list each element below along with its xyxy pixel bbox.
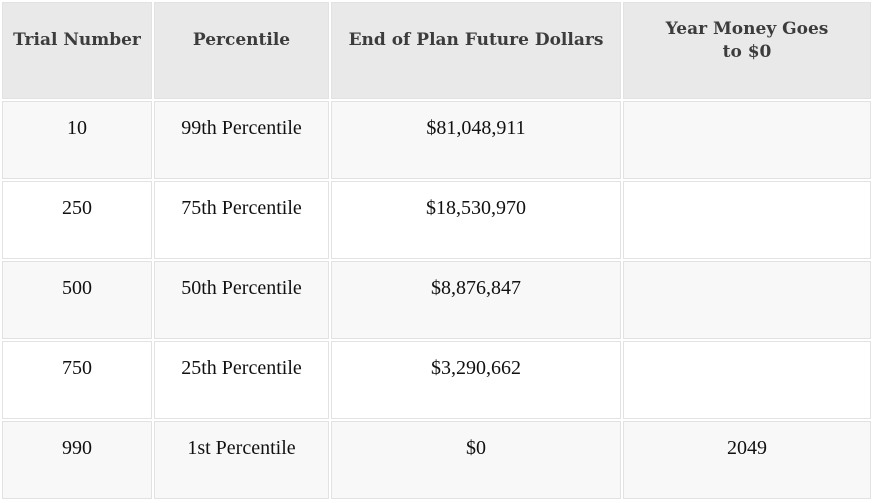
percentile-cell: 1st Percentile	[154, 421, 329, 499]
header-row: Trial Number Percentile End of Plan Futu…	[2, 2, 871, 99]
table-row: 250 75th Percentile $18,530,970	[2, 181, 871, 259]
percentile-cell: 75th Percentile	[154, 181, 329, 259]
column-header-trial-number: Trial Number	[2, 2, 152, 99]
year-zero-cell	[623, 101, 871, 179]
year-zero-cell	[623, 341, 871, 419]
table-row: 750 25th Percentile $3,290,662	[2, 341, 871, 419]
percentile-cell: 25th Percentile	[154, 341, 329, 419]
future-dollars-cell: $0	[331, 421, 621, 499]
column-header-end-of-plan-future-dollars: End of Plan Future Dollars	[331, 2, 621, 99]
year-zero-cell	[623, 261, 871, 339]
trial-number-cell: 500	[2, 261, 152, 339]
future-dollars-cell: $8,876,847	[331, 261, 621, 339]
table-row: 990 1st Percentile $0 2049	[2, 421, 871, 499]
table-row: 500 50th Percentile $8,876,847	[2, 261, 871, 339]
year-zero-cell	[623, 181, 871, 259]
trial-number-cell: 10	[2, 101, 152, 179]
column-header-year-money-goes-to-zero: Year Money Goes to $0	[623, 2, 871, 99]
future-dollars-cell: $81,048,911	[331, 101, 621, 179]
trial-number-cell: 750	[2, 341, 152, 419]
column-header-percentile: Percentile	[154, 2, 329, 99]
future-dollars-cell: $18,530,970	[331, 181, 621, 259]
percentile-cell: 50th Percentile	[154, 261, 329, 339]
trial-number-cell: 250	[2, 181, 152, 259]
percentile-cell: 99th Percentile	[154, 101, 329, 179]
table-row: 10 99th Percentile $81,048,911	[2, 101, 871, 179]
future-dollars-cell: $3,290,662	[331, 341, 621, 419]
year-zero-cell: 2049	[623, 421, 871, 499]
trial-number-cell: 990	[2, 421, 152, 499]
